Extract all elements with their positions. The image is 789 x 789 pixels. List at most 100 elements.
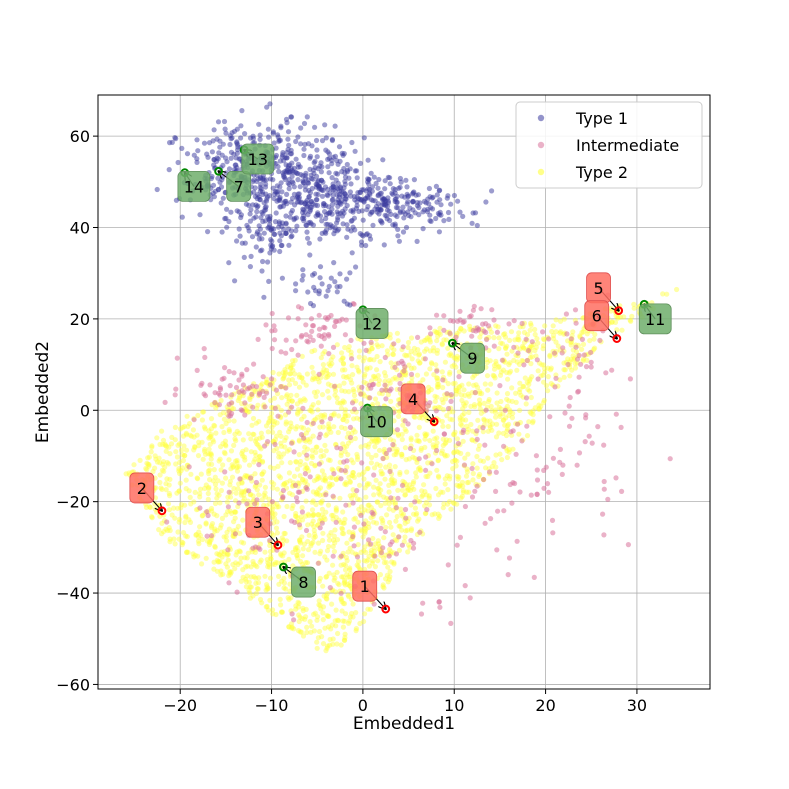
point-type-1: [436, 229, 442, 235]
point-type-2: [352, 429, 358, 435]
point-type-2: [388, 549, 394, 555]
point-type-2: [324, 557, 330, 563]
point-intermediate: [239, 371, 245, 377]
point-type-2: [350, 530, 356, 536]
point-intermediate: [289, 611, 295, 617]
point-type-2: [331, 572, 337, 578]
point-type-2: [271, 481, 277, 487]
point-type-2: [424, 335, 430, 341]
point-type-2: [333, 505, 339, 511]
point-type-2: [314, 389, 320, 395]
point-type-2: [447, 437, 453, 443]
point-type-1: [347, 166, 353, 172]
point-type-2: [444, 501, 451, 507]
point-intermediate: [292, 482, 299, 488]
point-type-1: [278, 204, 284, 210]
point-intermediate: [575, 389, 581, 395]
point-type-1: [293, 215, 299, 221]
point-type-2: [328, 357, 334, 363]
point-type-2: [323, 595, 329, 602]
point-type-2: [147, 504, 153, 510]
point-type-2: [182, 452, 188, 459]
point-type-2: [314, 645, 320, 651]
point-type-2: [217, 552, 223, 558]
point-type-2: [290, 367, 296, 373]
point-type-2: [324, 612, 330, 619]
point-type-2: [315, 540, 322, 546]
annotation-label-11: 11: [645, 310, 665, 329]
point-type-2: [346, 529, 352, 535]
point-intermediate: [513, 451, 519, 457]
point-type-2: [167, 539, 173, 545]
point-intermediate: [402, 566, 408, 573]
point-type-2: [310, 511, 317, 517]
point-type-2: [245, 550, 251, 556]
annotation-label-6: 6: [592, 307, 602, 326]
point-type-1: [215, 186, 221, 193]
point-type-1: [317, 236, 323, 242]
point-type-1: [220, 141, 226, 147]
point-type-1: [305, 180, 312, 186]
point-type-1: [278, 233, 284, 239]
point-intermediate: [262, 443, 268, 449]
point-type-2: [160, 459, 167, 465]
point-type-1: [262, 218, 268, 224]
point-type-2: [541, 379, 547, 385]
point-intermediate: [202, 393, 209, 399]
point-type-2: [440, 407, 446, 413]
point-type-2: [403, 528, 409, 534]
point-type-1: [302, 187, 308, 193]
point-intermediate: [429, 461, 435, 467]
point-type-1: [217, 179, 223, 185]
point-type-2: [416, 352, 422, 358]
point-type-2: [321, 514, 327, 520]
point-type-1: [314, 154, 320, 160]
point-type-2: [203, 520, 209, 526]
point-type-2: [299, 616, 305, 622]
point-intermediate: [298, 432, 305, 438]
point-type-2: [240, 437, 246, 443]
point-type-2: [462, 455, 468, 461]
point-type-2: [389, 476, 395, 482]
point-type-2: [320, 413, 326, 419]
point-type-2: [456, 388, 462, 394]
point-type-2: [350, 386, 356, 392]
point-type-2: [458, 392, 465, 398]
point-type-1: [354, 175, 360, 181]
point-type-2: [337, 495, 343, 501]
point-type-1: [233, 162, 239, 168]
point-type-1: [457, 209, 463, 215]
point-type-2: [317, 424, 323, 430]
point-type-2: [420, 492, 426, 498]
point-type-2: [302, 462, 308, 468]
point-intermediate: [237, 476, 243, 482]
point-intermediate: [350, 500, 356, 506]
point-type-2: [440, 436, 446, 442]
point-type-2: [327, 363, 333, 369]
annotation-label-8: 8: [298, 573, 308, 592]
point-type-2: [371, 548, 377, 554]
point-type-2: [278, 433, 284, 439]
point-intermediate: [291, 449, 297, 455]
point-type-2: [370, 373, 377, 379]
point-type-2: [470, 374, 476, 380]
point-type-2: [482, 381, 488, 387]
point-type-2: [427, 348, 433, 354]
point-intermediate: [462, 583, 468, 589]
point-intermediate: [440, 377, 446, 383]
point-type-2: [612, 319, 619, 325]
point-type-2: [368, 356, 374, 363]
point-type-1: [426, 185, 432, 192]
point-type-2: [568, 356, 574, 362]
point-intermediate: [400, 360, 406, 367]
point-type-2: [465, 426, 471, 432]
point-type-2: [320, 537, 326, 544]
point-type-2: [350, 460, 356, 466]
point-type-2: [149, 444, 155, 450]
point-type-2: [178, 505, 184, 511]
point-type-2: [426, 388, 432, 394]
point-type-2: [524, 332, 531, 338]
point-type-2: [409, 356, 415, 362]
point-type-2: [153, 456, 159, 462]
point-type-1: [323, 221, 329, 227]
